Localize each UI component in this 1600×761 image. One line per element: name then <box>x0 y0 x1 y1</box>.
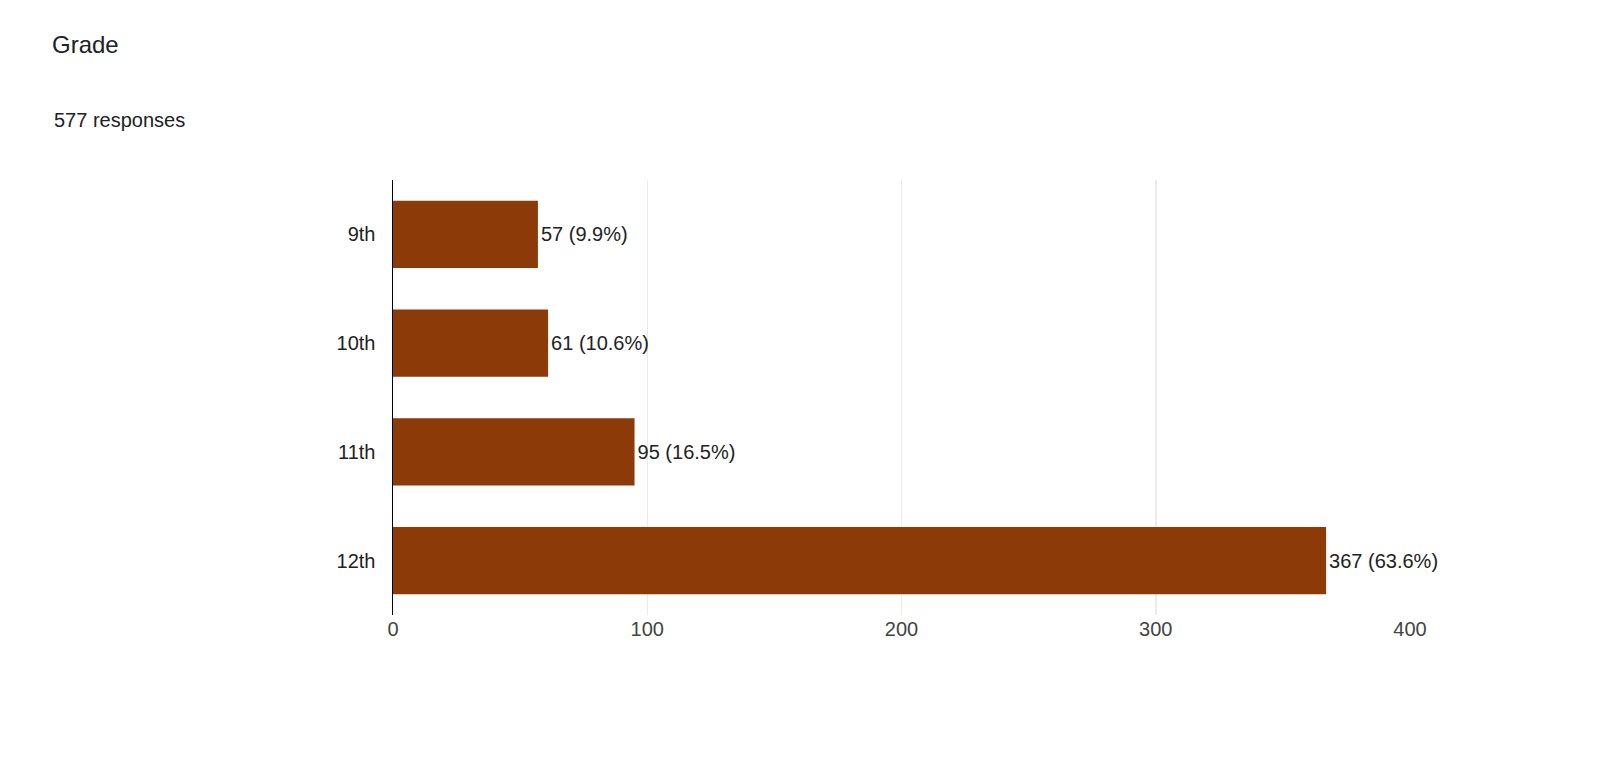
svg-text:11th: 11th <box>338 441 375 463</box>
svg-text:9th: 9th <box>348 223 376 245</box>
svg-text:200: 200 <box>885 618 918 640</box>
svg-text:577 responses: 577 responses <box>54 109 185 131</box>
svg-text:10th: 10th <box>337 332 376 354</box>
svg-text:300: 300 <box>1139 618 1172 640</box>
svg-text:400: 400 <box>1393 618 1426 640</box>
svg-text:61 (10.6%): 61 (10.6%) <box>551 332 649 354</box>
svg-text:12th: 12th <box>337 550 376 572</box>
svg-text:Grade: Grade <box>52 31 119 58</box>
svg-text:100: 100 <box>631 618 664 640</box>
svg-text:0: 0 <box>387 618 398 640</box>
svg-text:57 (9.9%): 57 (9.9%) <box>541 223 628 245</box>
svg-text:367 (63.6%): 367 (63.6%) <box>1329 550 1438 572</box>
svg-text:95 (16.5%): 95 (16.5%) <box>638 441 736 463</box>
